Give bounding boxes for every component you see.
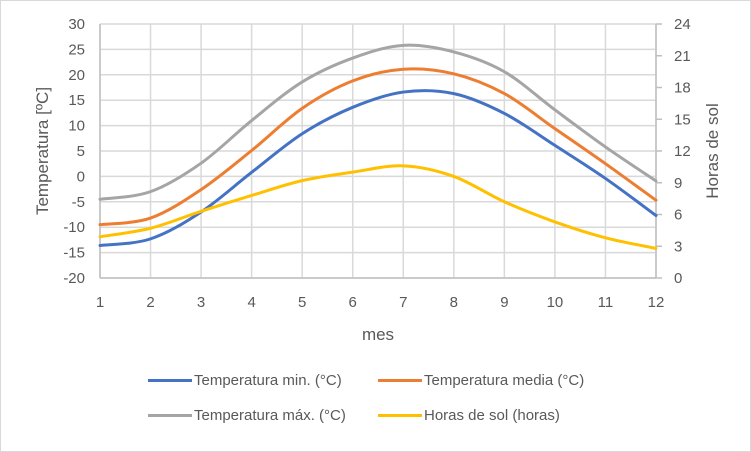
y2-axis-ticks: 24 21 18 15 12 9 6 3 0	[674, 16, 691, 287]
legend-item-temp-max: Temperatura máx. (°C)	[148, 407, 346, 424]
legend-swatch	[148, 414, 192, 417]
x-tick-label: 8	[450, 294, 458, 311]
x-axis-ticks: 1 2 3 4 5 6 7 8 9 10 11 12	[96, 294, 665, 311]
legend-item-temp-media: Temperatura media (°C)	[378, 372, 584, 389]
x-tick-label: 4	[247, 294, 255, 311]
x-tick-label: 11	[598, 294, 614, 311]
legend-label: Temperatura máx. (°C)	[194, 407, 346, 424]
x-tick-label: 10	[547, 294, 564, 311]
x-tick-label: 1	[96, 294, 104, 311]
y-axis-ticks: 30 25 20 15 10 5 0 -5 -10 -15 -20	[63, 16, 85, 287]
y2-tick-label: 12	[674, 143, 691, 160]
y-tick-label: -15	[63, 245, 85, 262]
y2-tick-label: 21	[674, 48, 691, 65]
legend-label: Horas de sol (horas)	[424, 407, 560, 424]
y-tick-label: 25	[68, 41, 85, 58]
y-tick-label: 15	[68, 92, 85, 109]
x-tick-label: 6	[349, 294, 357, 311]
legend-label: Temperatura media (°C)	[424, 372, 585, 389]
legend-item-temp-min: Temperatura min. (°C)	[148, 372, 342, 389]
x-tick-label: 12	[648, 294, 665, 311]
x-tick-label: 3	[197, 294, 205, 311]
y2-tick-label: 24	[674, 16, 691, 33]
series-line-horas-sol	[98, 164, 658, 250]
legend-swatch	[148, 379, 192, 382]
x-tick-label: 9	[500, 294, 508, 311]
series-line-temp-min	[98, 89, 658, 247]
legend-label: Temperatura min. (°C)	[194, 372, 342, 389]
y-tick-label: 20	[68, 67, 85, 84]
y2-tick-label: 0	[674, 270, 682, 287]
x-tick-label: 5	[298, 294, 306, 311]
y2-tick-label: 9	[674, 175, 682, 192]
series-line-temp-max	[98, 43, 658, 201]
series-lines	[98, 43, 658, 250]
y-axis-title: Temperatura [ºC]	[33, 87, 52, 215]
series-line-temp-media	[98, 67, 658, 227]
x-axis-title: mes	[362, 325, 394, 344]
legend-swatch	[378, 414, 422, 417]
y2-tick-label: 6	[674, 207, 682, 224]
legend-item-horas-sol: Horas de sol (horas)	[378, 407, 560, 424]
y2-tick-label: 15	[674, 111, 691, 128]
y2-axis-title: Horas de sol	[703, 103, 722, 198]
legend-swatch	[378, 379, 422, 382]
y-tick-label: -20	[63, 270, 85, 287]
y-tick-label: -10	[63, 219, 85, 236]
y-tick-label: 30	[68, 16, 85, 33]
y2-tick-label: 18	[674, 80, 691, 97]
x-tick-label: 7	[399, 294, 407, 311]
y-tick-label: 5	[77, 143, 85, 160]
y-tick-label: 0	[77, 168, 85, 185]
gridlines	[99, 23, 657, 279]
x-tick-label: 2	[146, 294, 154, 311]
y-tick-label: -5	[72, 194, 85, 211]
y2-tick-label: 3	[674, 238, 682, 255]
y-tick-label: 10	[68, 118, 85, 135]
